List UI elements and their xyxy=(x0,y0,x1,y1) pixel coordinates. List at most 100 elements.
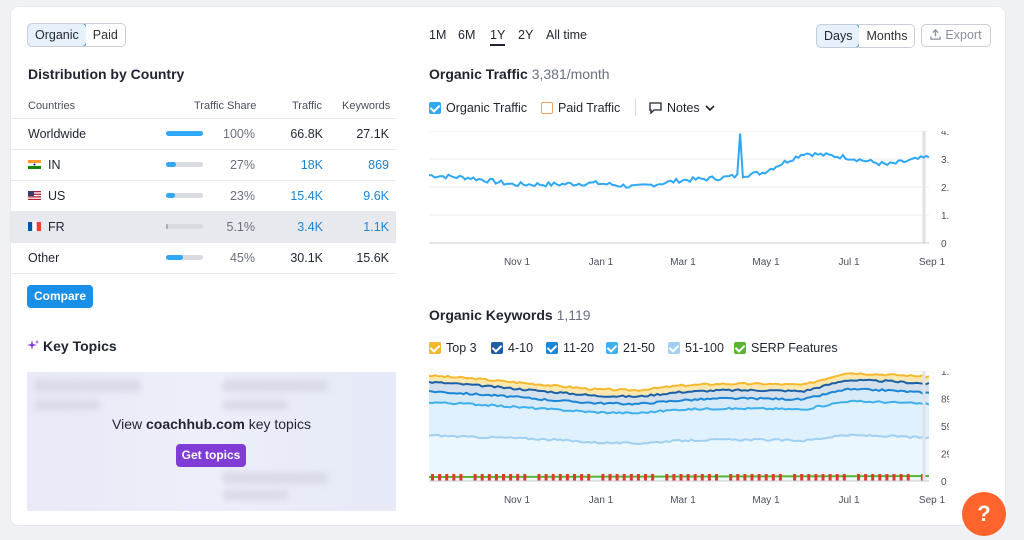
serp-marker xyxy=(686,474,690,481)
export-button[interactable]: Export xyxy=(921,24,991,47)
table-row[interactable]: Worldwide 100% 66.8K 27.1K xyxy=(11,118,396,149)
traffic-share: 23% xyxy=(229,189,255,203)
serp-marker xyxy=(487,474,491,481)
legend-kw-4[interactable]: 51-100 xyxy=(668,341,724,355)
blurred-topic xyxy=(35,380,140,392)
serp-marker xyxy=(793,474,797,481)
traffic-value[interactable]: 15.4K xyxy=(290,189,323,203)
serp-marker xyxy=(764,474,768,481)
table-row[interactable]: US 23% 15.4K 9.6K xyxy=(11,180,396,211)
y-tick-label: 595 xyxy=(941,422,949,433)
period-1y[interactable]: 1Y xyxy=(490,28,506,46)
organic-keywords-chart: 1.2K 892 595 297 0 Nov 1 Jan 1 Mar 1 May 1 Jul 1 S… xyxy=(429,371,949,506)
help-button[interactable]: ? xyxy=(962,492,1006,536)
serp-marker xyxy=(644,474,647,481)
serp-marker xyxy=(842,474,846,481)
flag-fr-icon xyxy=(28,222,41,231)
checkbox-icon xyxy=(606,342,618,354)
serp-marker xyxy=(899,474,903,481)
serp-marker xyxy=(615,474,619,481)
legend-kw-5[interactable]: SERP Features xyxy=(734,341,838,355)
keywords-value[interactable]: 9.6K xyxy=(363,189,389,203)
area-51-100 xyxy=(429,434,929,481)
period-2y[interactable]: 2Y xyxy=(518,28,534,42)
table-row[interactable]: IN 27% 18K 869 xyxy=(11,149,396,180)
serp-marker xyxy=(878,474,882,481)
table-row[interactable]: Other 45% 30.1K 15.6K xyxy=(11,242,396,273)
y-tick-label: 3.2K xyxy=(941,155,949,166)
organic-tab[interactable]: Organic xyxy=(27,24,87,46)
legend-kw-1[interactable]: 4-10 xyxy=(491,341,533,355)
days-button[interactable]: Days xyxy=(817,25,861,47)
serp-marker xyxy=(573,474,576,481)
legend-organic-traffic[interactable]: Organic Traffic xyxy=(429,101,527,115)
legend-kw-0[interactable]: Top 3 xyxy=(429,341,477,355)
keywords-value[interactable]: 869 xyxy=(368,158,389,172)
country-name: Other xyxy=(28,251,60,265)
flag-in-icon xyxy=(28,160,41,169)
serp-marker xyxy=(857,474,860,481)
x-tick-label: Sep 1 xyxy=(919,495,946,506)
serp-marker xyxy=(523,474,527,481)
compare-button[interactable]: Compare xyxy=(27,285,93,308)
serp-marker xyxy=(892,474,896,481)
upload-icon xyxy=(930,29,942,40)
serp-marker xyxy=(480,474,484,481)
get-topics-button[interactable]: Get topics xyxy=(176,444,246,467)
share-bar xyxy=(166,162,203,167)
serp-marker xyxy=(608,474,612,481)
key-topics-panel: View coachhub.com key topics Get topics xyxy=(27,372,396,511)
country-name: FR xyxy=(48,220,65,234)
organic-paid-toggle: Organic Paid xyxy=(27,23,126,47)
series-line-top-3 xyxy=(429,372,930,393)
traffic-value[interactable]: 3.4K xyxy=(297,220,323,234)
serp-marker xyxy=(814,474,818,481)
serp-marker xyxy=(743,474,747,481)
serp-marker xyxy=(885,474,889,481)
traffic-share: 27% xyxy=(229,158,255,172)
months-button[interactable]: Months xyxy=(859,25,915,47)
overview-card: Organic Paid Distribution by Country Cou… xyxy=(10,6,1006,526)
organic-traffic-title: Organic Traffic 3,381/month xyxy=(429,66,610,82)
checkbox-icon xyxy=(429,342,441,354)
serp-marker xyxy=(871,474,875,481)
x-tick-label: Jan 1 xyxy=(589,257,614,268)
x-tick-label: Sep 1 xyxy=(919,257,946,268)
organic-keywords-value: 1,119 xyxy=(556,307,591,323)
serp-marker xyxy=(800,474,804,481)
period-6m[interactable]: 6M xyxy=(458,28,476,42)
y-tick-label: 297 xyxy=(941,450,949,461)
x-tick-label: Mar 1 xyxy=(670,495,696,506)
serp-marker xyxy=(551,474,555,481)
y-tick-label: 1.2K xyxy=(941,371,949,378)
sparkle-icon xyxy=(27,340,39,350)
col-keywords: Keywords xyxy=(342,100,391,112)
serp-marker xyxy=(693,474,697,481)
period-1m[interactable]: 1M xyxy=(429,28,447,42)
checkbox-icon xyxy=(668,342,680,354)
serp-marker xyxy=(445,474,449,481)
serp-marker xyxy=(679,474,683,481)
legend-kw-2[interactable]: 11-20 xyxy=(546,341,594,355)
y-tick-label: 0 xyxy=(941,239,947,250)
serp-marker xyxy=(629,474,633,481)
keywords-value[interactable]: 1.1K xyxy=(363,220,389,234)
traffic-value[interactable]: 18K xyxy=(300,158,323,172)
blurred-topic xyxy=(223,380,328,392)
x-tick-label: Nov 1 xyxy=(504,495,531,506)
serp-marker xyxy=(558,474,562,481)
traffic-share: 45% xyxy=(229,251,255,265)
divider xyxy=(11,273,396,274)
table-header: Countries Traffic Share Traffic Keywords xyxy=(28,100,408,118)
x-tick-label: May 1 xyxy=(752,257,780,268)
legend-kw-3[interactable]: 21-50 xyxy=(606,341,655,355)
share-bar xyxy=(166,131,203,136)
period-all-time[interactable]: All time xyxy=(546,28,587,42)
legend-paid-traffic[interactable]: Paid Traffic xyxy=(541,101,620,115)
notes-dropdown[interactable]: Notes xyxy=(649,101,715,115)
paid-tab[interactable]: Paid xyxy=(85,24,125,46)
serp-marker xyxy=(544,474,548,481)
checkbox-icon xyxy=(491,342,503,354)
distribution-title: Distribution by Country xyxy=(28,66,185,82)
table-row[interactable]: FR 5.1% 3.4K 1.1K xyxy=(11,211,396,242)
